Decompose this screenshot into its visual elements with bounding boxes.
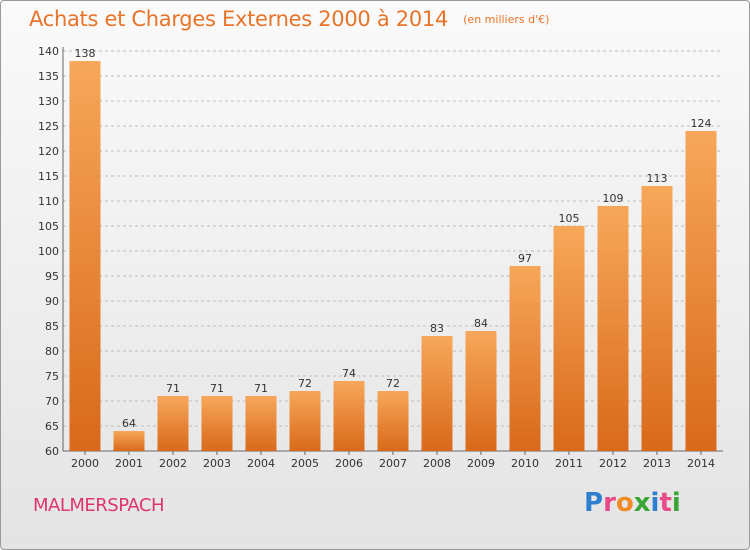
logo-letter: i (671, 488, 681, 518)
data-label-2004: 71 (254, 382, 268, 395)
chart-title: Achats et Charges Externes 2000 à 2014 (29, 7, 449, 31)
x-tick-label-2010: 2010 (511, 457, 539, 470)
x-tick-label-2011: 2011 (555, 457, 583, 470)
x-tick-label-2004: 2004 (247, 457, 275, 470)
data-label-2009: 84 (474, 317, 488, 330)
data-label-2002: 71 (166, 382, 180, 395)
data-label-2000: 138 (75, 47, 96, 60)
y-tick-label: 65 (45, 420, 59, 433)
x-tick-label-2013: 2013 (643, 457, 671, 470)
logo-letter: r (603, 488, 616, 518)
data-label-2013: 113 (647, 172, 668, 185)
data-label-2008: 83 (430, 322, 444, 335)
y-tick-label: 140 (38, 45, 59, 58)
logo-letter: P (584, 488, 604, 518)
x-tick-label-2012: 2012 (599, 457, 627, 470)
logo-letter: o (615, 488, 634, 518)
data-label-2014: 124 (691, 117, 712, 130)
data-label-2001: 64 (122, 417, 136, 430)
bar-2013 (641, 186, 673, 451)
bar-2005 (289, 391, 321, 451)
bar-2008 (421, 336, 453, 451)
bar-2001 (113, 431, 145, 451)
bar-2003 (201, 396, 233, 451)
bars (69, 61, 717, 451)
data-label-2011: 105 (559, 212, 580, 225)
y-tick-label: 105 (38, 220, 59, 233)
y-tick-label: 120 (38, 145, 59, 158)
x-tick-label-2009: 2009 (467, 457, 495, 470)
y-tick-label: 70 (45, 395, 59, 408)
y-tick-label: 85 (45, 320, 59, 333)
data-label-2005: 72 (298, 377, 312, 390)
x-tick-label-2007: 2007 (379, 457, 407, 470)
commune-name: MALMERSPACH (33, 495, 165, 516)
y-tick-label: 125 (38, 120, 59, 133)
y-tick-label: 60 (45, 445, 59, 458)
data-label-2010: 97 (518, 252, 532, 265)
data-labels: 138 64 71 71 71 72 74 72 83 84 97 105 109 113 124 (75, 47, 712, 430)
y-tick-label: 135 (38, 70, 59, 83)
chart-title-block: Achats et Charges Externes 2000 à 2014 (… (29, 7, 549, 31)
bar-2010 (509, 266, 541, 451)
y-tick-label: 100 (38, 245, 59, 258)
x-tick-labels: 2000 2001 2002 2003 2004 2005 2006 2007 2008 2009… (71, 451, 715, 470)
y-tick-label: 75 (45, 370, 59, 383)
y-tick-label: 95 (45, 270, 59, 283)
x-tick-label-2005: 2005 (291, 457, 319, 470)
bar-2007 (377, 391, 409, 451)
x-tick-label-2006: 2006 (335, 457, 363, 470)
x-tick-label-2000: 2000 (71, 457, 99, 470)
x-tick-label-2014: 2014 (687, 457, 715, 470)
x-tick-label-2003: 2003 (203, 457, 231, 470)
data-label-2012: 109 (603, 192, 624, 205)
bar-2014 (685, 131, 717, 451)
bar-2012 (597, 206, 629, 451)
bar-2002 (157, 396, 189, 451)
y-tick-label: 115 (38, 170, 59, 183)
logo-letter: t (659, 488, 672, 518)
bar-2011 (553, 226, 585, 451)
data-label-2003: 71 (210, 382, 224, 395)
x-tick-label-2008: 2008 (423, 457, 451, 470)
x-tick-label-2002: 2002 (159, 457, 187, 470)
bar-2004 (245, 396, 277, 451)
data-label-2007: 72 (386, 377, 400, 390)
y-tick-label: 110 (38, 195, 59, 208)
y-tick-label: 80 (45, 345, 59, 358)
logo-letter: i (650, 488, 660, 518)
x-tick-label-2001: 2001 (115, 457, 143, 470)
proxiti-logo: Proxiti (584, 488, 681, 518)
chart-unit: (en milliers d'€) (463, 13, 550, 26)
y-tick-label: 130 (38, 95, 59, 108)
data-label-2006: 74 (342, 367, 356, 380)
bar-2000 (69, 61, 101, 451)
y-tick-label: 90 (45, 295, 59, 308)
bar-2006 (333, 381, 365, 451)
logo-letter: x (633, 488, 651, 518)
y-tick-labels: 60 65 70 75 80 85 90 95 100 105 110 115 120 125 130 135… (38, 45, 59, 458)
bar-2009 (465, 331, 497, 451)
